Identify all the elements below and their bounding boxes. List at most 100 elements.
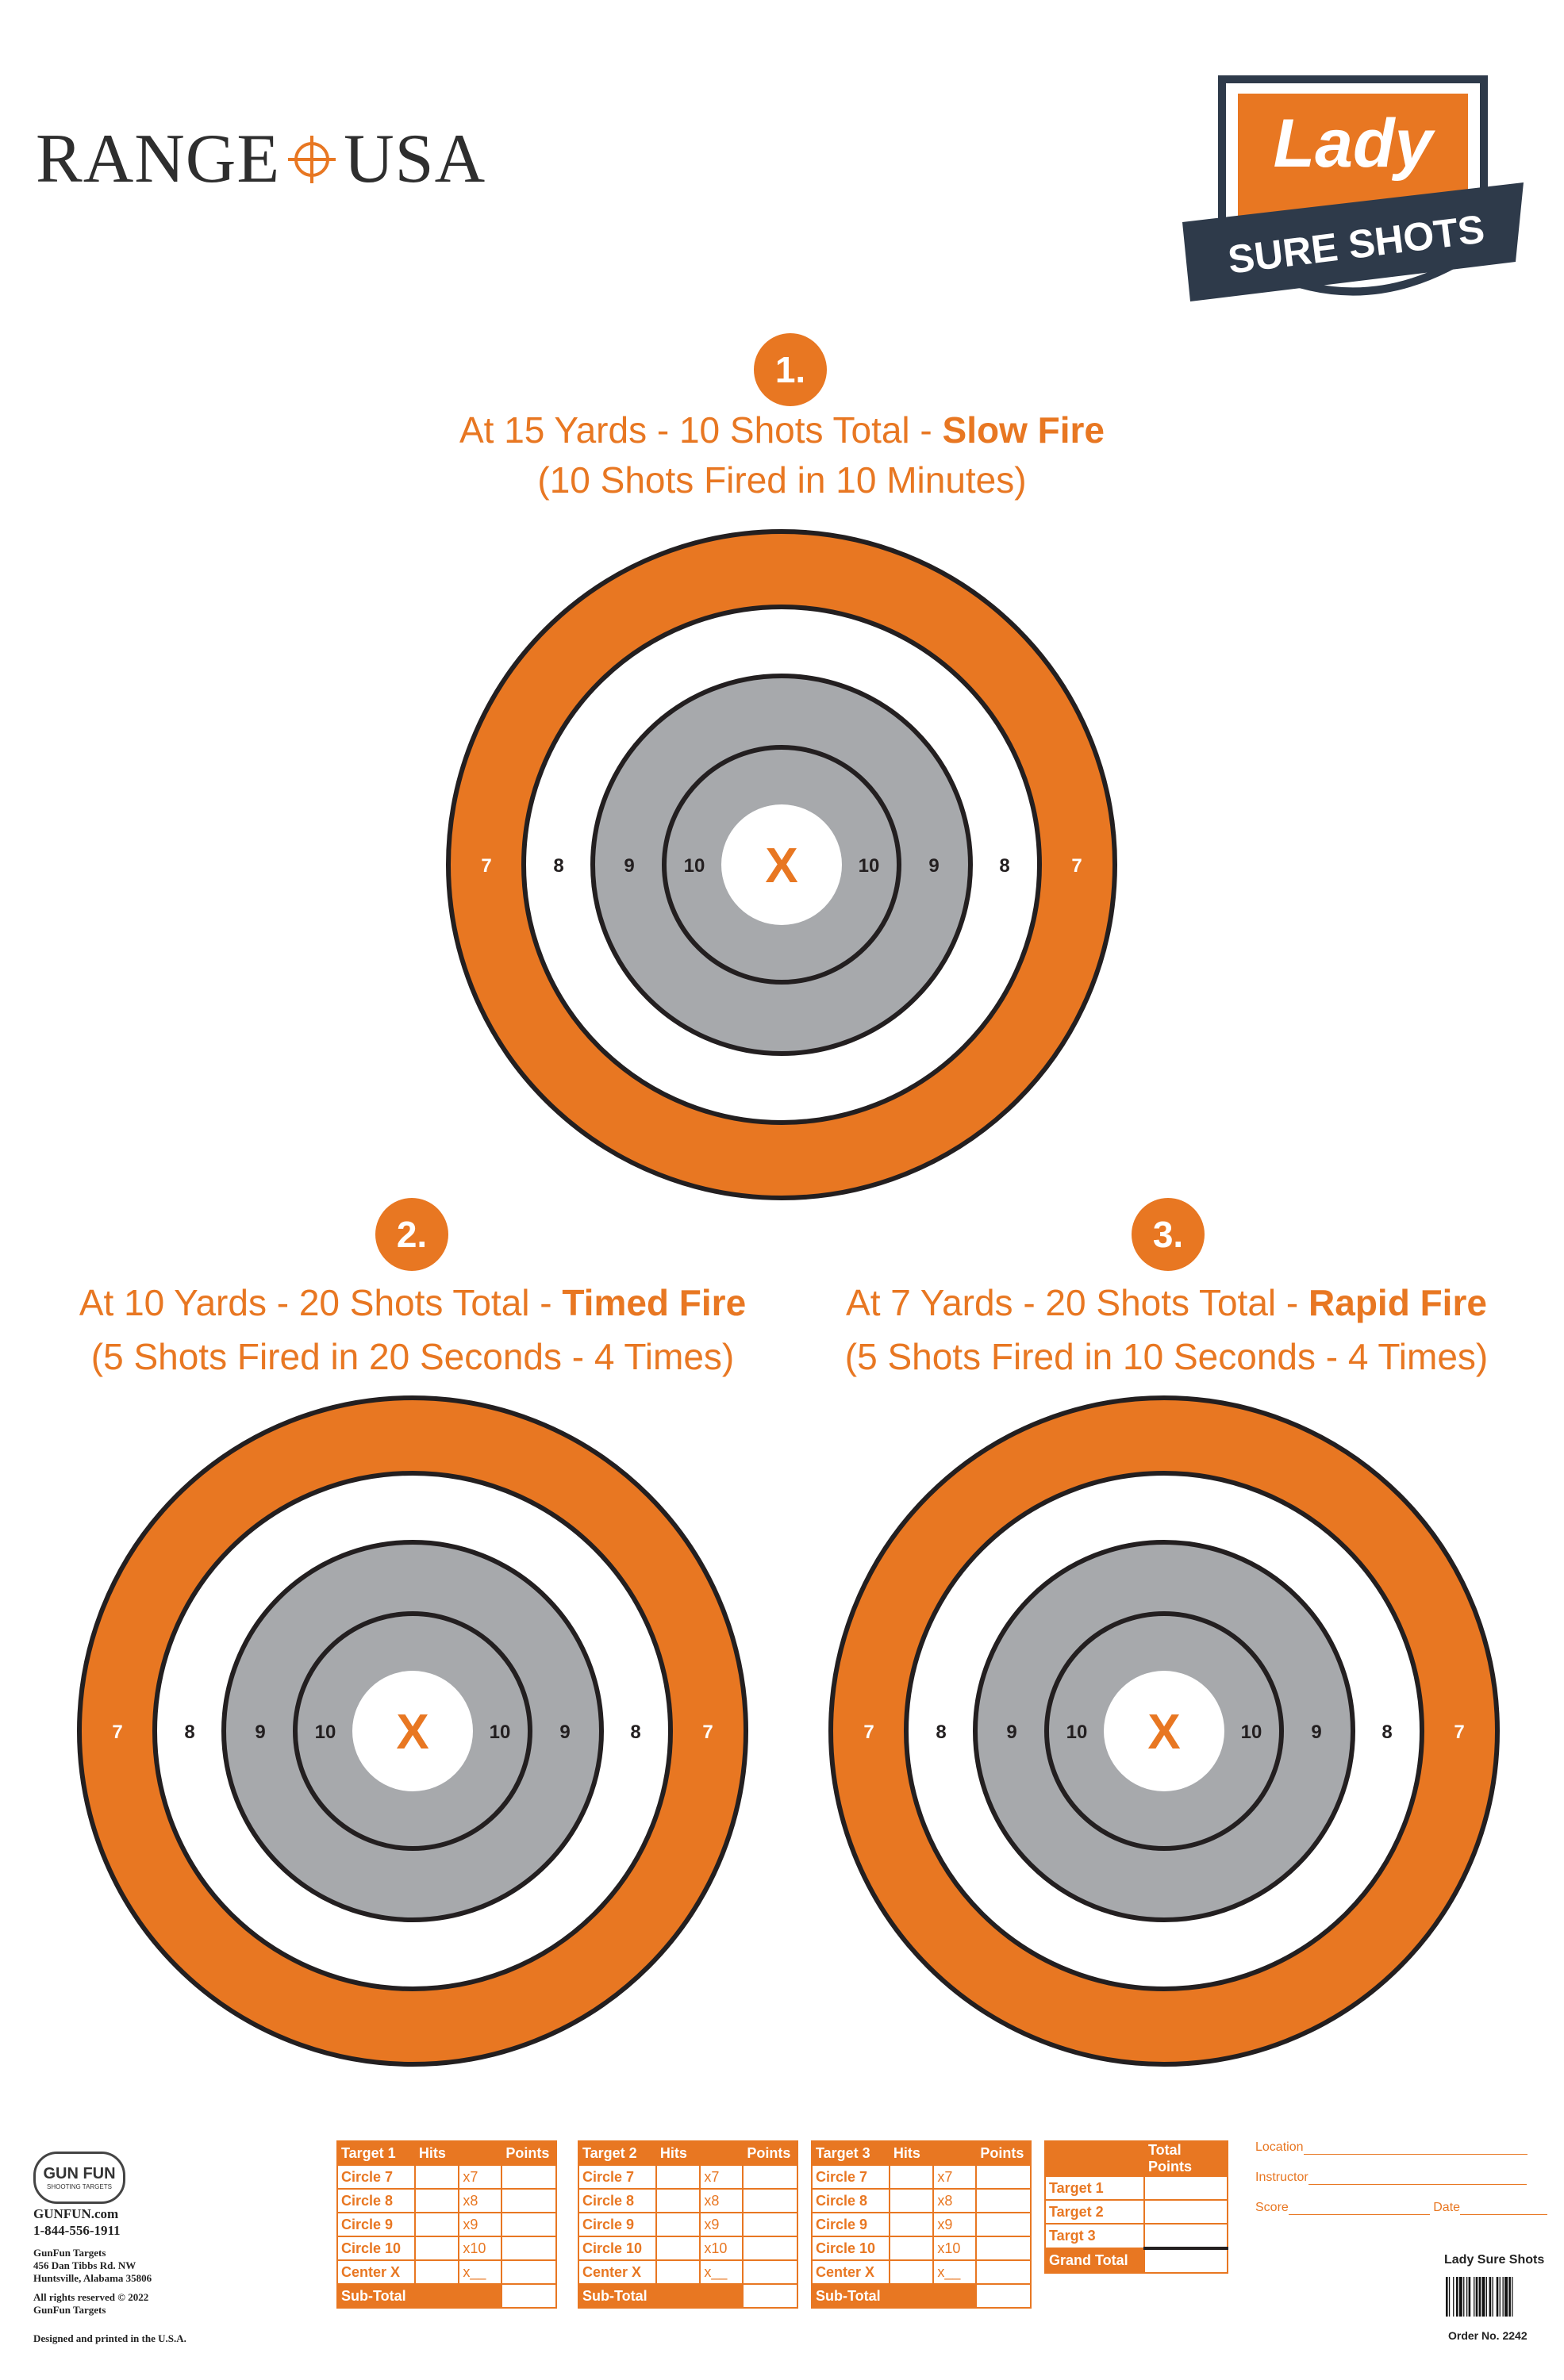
hits-input[interactable] — [888, 2188, 935, 2213]
target-1-heading: At 15 Yards - 10 Shots Total - Slow Fire — [459, 409, 1105, 451]
points-input[interactable] — [742, 2188, 798, 2213]
multiplier: x7 — [932, 2164, 978, 2190]
barcode-bar — [1475, 2277, 1478, 2317]
crosshair-icon — [288, 135, 336, 183]
multiplier: x8 — [458, 2188, 503, 2213]
brand-left: RANGE — [36, 121, 281, 198]
ring-label-8: 8 — [553, 855, 563, 877]
multiplier: x7 — [699, 2164, 744, 2190]
totals-input[interactable] — [1143, 2199, 1228, 2225]
product-title: Lady Sure Shots — [1444, 2253, 1545, 2267]
multiplier: x10 — [699, 2236, 744, 2261]
center-x-label: X — [396, 1705, 428, 1760]
hits-input[interactable] — [413, 2164, 460, 2190]
ring-label-7: 7 — [112, 1722, 122, 1743]
score-row: Circle 8 x8 — [578, 2188, 798, 2213]
hits-input[interactable] — [655, 2164, 701, 2190]
hits-input[interactable] — [413, 2236, 460, 2261]
score-row: Circle 8 x8 — [336, 2188, 557, 2213]
score-row-label: Center X — [578, 2259, 657, 2285]
points-input[interactable] — [501, 2259, 557, 2285]
points-input[interactable] — [501, 2212, 557, 2237]
points-input[interactable] — [975, 2188, 1032, 2213]
score-table-target-1: Target 1 Hits Points Circle 7 x7 Circle 8 x8 Ci… — [336, 2140, 557, 2309]
instructor-field[interactable]: Instructor — [1255, 2171, 1527, 2185]
points-input[interactable] — [742, 2212, 798, 2237]
points-input[interactable] — [742, 2236, 798, 2261]
score-date-field[interactable]: Score Date — [1255, 2201, 1548, 2215]
hits-input[interactable] — [655, 2212, 701, 2237]
barcode-bar — [1499, 2277, 1501, 2317]
score-row: Circle 9 x9 — [811, 2212, 1032, 2237]
points-input[interactable] — [975, 2212, 1032, 2237]
hits-input[interactable] — [413, 2188, 460, 2213]
barcode-bar — [1466, 2277, 1468, 2317]
points-input[interactable] — [975, 2164, 1032, 2190]
score-row-label: Circle 10 — [336, 2236, 416, 2261]
barcode-bar — [1458, 2277, 1462, 2317]
points-input[interactable] — [501, 2188, 557, 2213]
hits-input[interactable] — [888, 2164, 935, 2190]
score-row: Circle 7 x7 — [811, 2164, 1032, 2190]
grand-total-input[interactable] — [1143, 2248, 1228, 2274]
location-field[interactable]: Location — [1255, 2140, 1527, 2155]
hits-input[interactable] — [655, 2188, 701, 2213]
score-row-label: Circle 7 — [811, 2164, 890, 2190]
multiplier: x7 — [458, 2164, 503, 2190]
subtotal-label: Sub-Total — [811, 2283, 890, 2309]
score-row: Center X x__ — [336, 2259, 557, 2285]
subtotal-input[interactable] — [975, 2283, 1032, 2309]
publisher-site[interactable]: GUNFUN.com — [33, 2206, 119, 2221]
barcode-bar — [1502, 2277, 1504, 2317]
barcode-bar — [1504, 2277, 1508, 2317]
barcode-bar — [1463, 2277, 1465, 2317]
points-input[interactable] — [742, 2164, 798, 2190]
target-1-bullseye[interactable]: 7 7 8 8 9 9 10 10 X — [440, 524, 1123, 1206]
multiplier: x__ — [932, 2259, 978, 2285]
target-1-subheading: (10 Shots Fired in 10 Minutes) — [537, 459, 1027, 501]
ring-label-7: 7 — [863, 1722, 874, 1743]
ring-label-10: 10 — [684, 855, 705, 877]
hits-input[interactable] — [888, 2212, 935, 2237]
totals-row: Targt 3 — [1044, 2223, 1145, 2249]
target-3-subheading: (5 Shots Fired in 10 Seconds - 4 Times) — [844, 1336, 1489, 1377]
points-input[interactable] — [975, 2259, 1032, 2285]
ring-label-9: 9 — [255, 1722, 265, 1743]
totals-input[interactable] — [1143, 2175, 1228, 2201]
score-row: Circle 9 x9 — [578, 2212, 798, 2237]
hits-input[interactable] — [655, 2259, 701, 2285]
target-2-bullseye[interactable]: 7 7 8 8 9 9 10 10 X — [71, 1390, 754, 2072]
hits-input[interactable] — [888, 2259, 935, 2285]
multiplier: x__ — [699, 2259, 744, 2285]
ring-label-9: 9 — [559, 1722, 570, 1743]
ring-label-9: 9 — [1006, 1722, 1016, 1743]
multiplier: x9 — [932, 2212, 978, 2237]
ring-label-9: 9 — [1311, 1722, 1321, 1743]
hits-input[interactable] — [413, 2212, 460, 2237]
hits-input[interactable] — [888, 2236, 935, 2261]
hits-input[interactable] — [413, 2259, 460, 2285]
points-input[interactable] — [501, 2164, 557, 2190]
barcode-bar — [1468, 2277, 1471, 2317]
barcode-bar — [1453, 2277, 1454, 2317]
multiplier: x10 — [458, 2236, 503, 2261]
barcode-bar — [1496, 2277, 1499, 2317]
multiplier: x8 — [699, 2188, 744, 2213]
totals-row: Target 2 — [1044, 2199, 1145, 2225]
ring-label-8: 8 — [1381, 1722, 1392, 1743]
points-input[interactable] — [975, 2236, 1032, 2261]
ring-label-9: 9 — [928, 855, 939, 877]
barcode-bar — [1508, 2277, 1511, 2317]
totals-input[interactable] — [1143, 2223, 1228, 2250]
points-input[interactable] — [501, 2236, 557, 2261]
points-input[interactable] — [742, 2259, 798, 2285]
score-table-totals: Total Points Target 1 Target 2 Targt 3 G… — [1044, 2140, 1228, 2274]
subtotal-input[interactable] — [742, 2283, 798, 2309]
target-3-bullseye[interactable]: 7 7 8 8 9 9 10 10 X — [823, 1390, 1505, 2072]
barcode-bar — [1481, 2277, 1485, 2317]
subtotal-input[interactable] — [501, 2283, 557, 2309]
hits-input[interactable] — [655, 2236, 701, 2261]
ring-label-7: 7 — [1071, 855, 1082, 877]
ring-x — [352, 1671, 473, 1791]
score-row-label: Circle 9 — [336, 2212, 416, 2237]
